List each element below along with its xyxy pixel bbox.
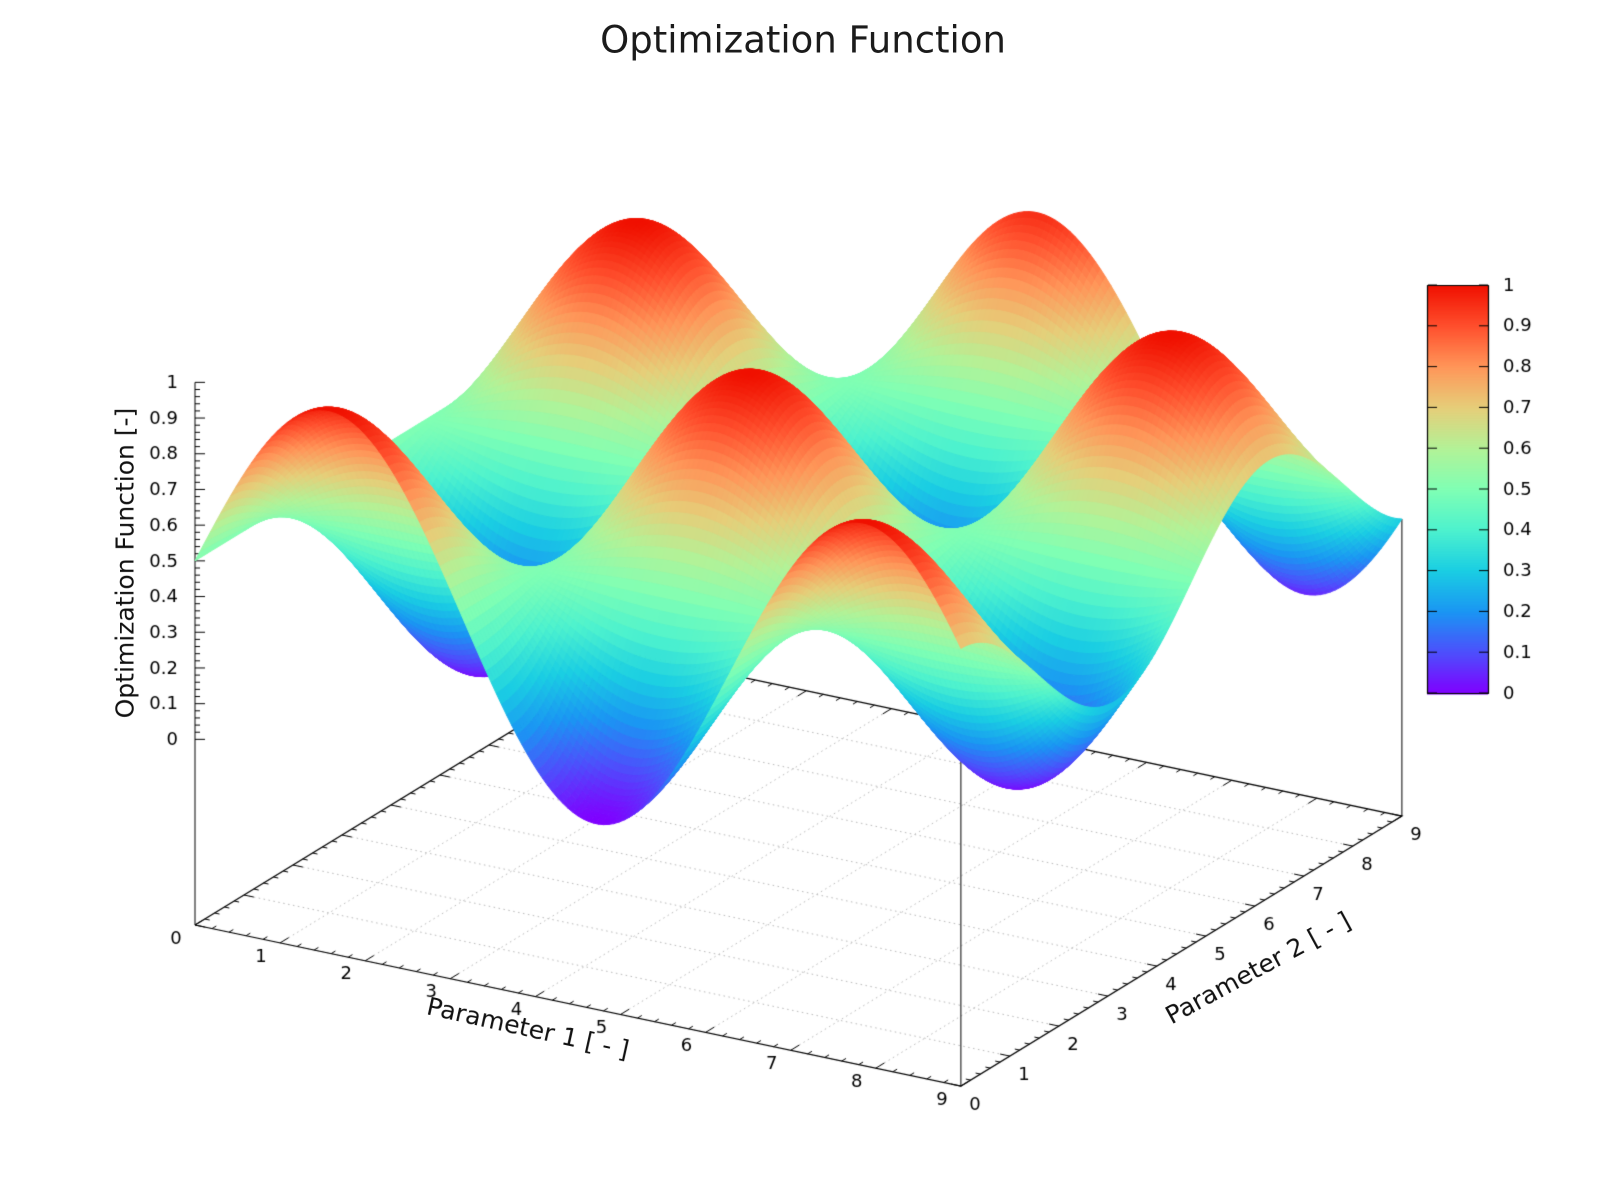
z-axis-label: Optimization Function [-] bbox=[110, 407, 140, 719]
chart-title: Optimization Function bbox=[600, 18, 1006, 62]
